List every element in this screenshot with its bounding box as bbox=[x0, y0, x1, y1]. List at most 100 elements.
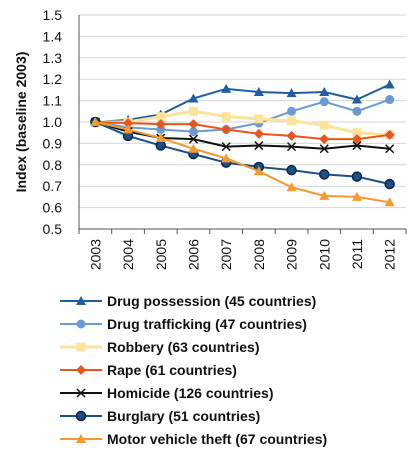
series-line bbox=[95, 109, 390, 137]
data-point bbox=[286, 164, 297, 176]
y-axis-title: Index (baseline 2003) bbox=[13, 52, 29, 193]
series-line bbox=[95, 121, 390, 141]
x-tick-label: 2004 bbox=[120, 239, 136, 270]
x-tick-label: 2008 bbox=[251, 239, 267, 270]
series bbox=[90, 79, 395, 207]
y-tick-labels: 1.5 1.4 1.3 1.2 1.1 1.0 0.9 0.8 0.7 0.6 0.5 bbox=[43, 7, 63, 237]
data-point bbox=[221, 124, 232, 135]
x-tick-label: 2007 bbox=[218, 239, 234, 270]
data-point bbox=[253, 166, 264, 176]
y-tick-label: 1.4 bbox=[43, 28, 63, 44]
y-tick-label: 1.0 bbox=[43, 114, 63, 130]
data-point bbox=[188, 106, 198, 116]
legend-item: Drug possession (45 countries) bbox=[60, 293, 316, 309]
y-tick-label: 0.5 bbox=[43, 221, 63, 237]
data-point bbox=[188, 134, 198, 144]
marker-stroke bbox=[76, 388, 86, 398]
data-point bbox=[286, 130, 297, 141]
data-point bbox=[188, 93, 199, 103]
legend-item: Drug trafficking (47 countries) bbox=[60, 316, 307, 332]
series-line bbox=[95, 121, 390, 150]
data-point bbox=[221, 153, 232, 163]
marker-stroke bbox=[385, 144, 395, 154]
data-point bbox=[351, 94, 362, 104]
legend-label: Robbery (63 countries) bbox=[107, 339, 259, 355]
legend-label: Burglary (51 countries) bbox=[107, 408, 260, 424]
legend: Drug possession (45 countries) Drug traff… bbox=[60, 293, 327, 447]
data-point bbox=[254, 114, 264, 124]
marker-stroke bbox=[319, 144, 329, 154]
data-point bbox=[319, 134, 330, 145]
legend-item: Burglary (51 countries) bbox=[60, 408, 260, 424]
data-point bbox=[352, 106, 362, 116]
x-tick-label: 2011 bbox=[349, 239, 365, 269]
data-point bbox=[221, 142, 231, 152]
y-tick-label: 1.5 bbox=[43, 7, 63, 23]
x-tick-label: 2003 bbox=[87, 239, 103, 270]
legend-item: Motor vehicle theft (67 countries) bbox=[60, 431, 327, 447]
y-tick-label: 0.9 bbox=[43, 135, 63, 151]
data-point bbox=[287, 116, 297, 126]
data-point bbox=[384, 197, 395, 207]
y-tick-label: 1.1 bbox=[43, 93, 63, 109]
x-tick-label: 2010 bbox=[316, 239, 332, 270]
data-point bbox=[351, 171, 363, 182]
legend-marker bbox=[76, 388, 86, 398]
legend-item: Homicide (126 countries) bbox=[60, 385, 274, 401]
legend-marker bbox=[76, 365, 86, 375]
legend-marker bbox=[76, 296, 86, 305]
data-point bbox=[188, 127, 198, 137]
data-point bbox=[385, 144, 395, 154]
legend-marker bbox=[75, 410, 87, 422]
data-point bbox=[351, 191, 362, 201]
marker-stroke bbox=[221, 142, 231, 152]
data-point bbox=[319, 144, 329, 154]
data-point bbox=[287, 106, 297, 116]
data-point bbox=[286, 182, 297, 192]
series-line bbox=[95, 98, 390, 133]
legend-marker bbox=[76, 319, 86, 329]
data-point bbox=[384, 129, 395, 140]
data-point bbox=[319, 190, 330, 200]
data-point bbox=[384, 178, 395, 190]
data-point bbox=[123, 118, 134, 129]
marker-stroke bbox=[254, 141, 264, 151]
y-tick-label: 0.8 bbox=[43, 157, 63, 173]
data-point bbox=[352, 128, 362, 138]
data-point bbox=[319, 169, 330, 180]
data-point bbox=[188, 119, 199, 130]
legend-label: Motor vehicle theft (67 countries) bbox=[107, 431, 327, 447]
series-line bbox=[95, 83, 391, 123]
data-point bbox=[253, 87, 264, 97]
data-point bbox=[254, 141, 264, 151]
data-point bbox=[155, 140, 166, 151]
x-tick-label: 2009 bbox=[284, 239, 300, 270]
data-point bbox=[319, 120, 329, 130]
legend-item: Robbery (63 countries) bbox=[60, 339, 259, 355]
data-point bbox=[287, 142, 297, 152]
x-tick-label: 2006 bbox=[185, 239, 201, 270]
marker-stroke bbox=[287, 142, 297, 152]
y-tick-label: 1.2 bbox=[43, 71, 63, 87]
data-point bbox=[221, 83, 232, 93]
legend-item: Rape (61 countries) bbox=[60, 362, 237, 378]
data-point bbox=[319, 87, 330, 97]
x-tick-label: 2005 bbox=[153, 239, 169, 270]
data-point bbox=[385, 95, 395, 105]
data-point bbox=[155, 133, 166, 143]
data-point bbox=[319, 97, 329, 107]
data-point bbox=[352, 141, 362, 151]
y-tick-label: 0.7 bbox=[43, 178, 63, 194]
y-tick-label: 0.6 bbox=[43, 200, 63, 216]
data-point bbox=[188, 143, 199, 153]
data-point bbox=[221, 112, 231, 122]
data-point bbox=[351, 134, 362, 145]
data-point bbox=[155, 119, 166, 130]
legend-marker bbox=[76, 342, 86, 352]
data-point bbox=[123, 124, 134, 134]
marker-stroke bbox=[352, 141, 362, 151]
data-point bbox=[384, 79, 395, 89]
marker-stroke bbox=[188, 134, 198, 144]
data-point bbox=[156, 124, 166, 134]
